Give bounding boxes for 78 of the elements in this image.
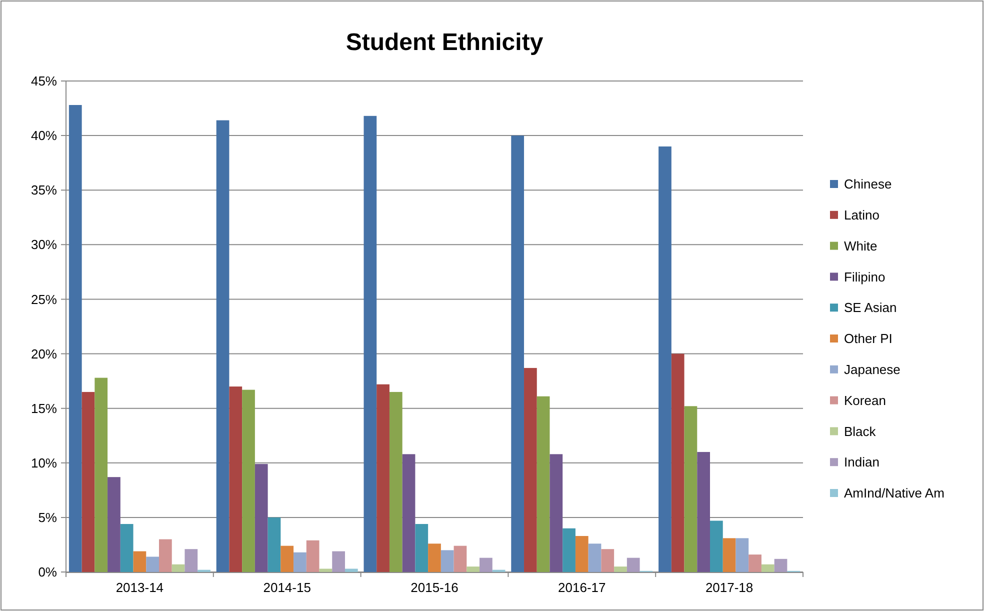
bar [614, 566, 627, 572]
bar [364, 116, 377, 572]
legend-label: Indian [844, 454, 880, 470]
bar [376, 384, 390, 572]
bar [697, 452, 710, 572]
bar [440, 550, 454, 572]
bar [158, 539, 172, 572]
bar [68, 105, 82, 572]
legend-label: Filipino [844, 269, 886, 284]
bar [575, 536, 588, 572]
y-tick-label: 30% [30, 237, 58, 252]
bar [306, 540, 320, 572]
bar [671, 354, 684, 572]
bar [229, 386, 242, 572]
bar [626, 558, 640, 572]
bar [761, 564, 774, 572]
bar [184, 549, 198, 572]
bar [216, 120, 230, 572]
bar [722, 538, 736, 572]
bar [389, 392, 402, 572]
bar [428, 544, 441, 572]
legend-label: Korean [844, 392, 886, 408]
legend-label: Chinese [844, 176, 892, 192]
y-tick-label: 35% [30, 182, 58, 198]
legend-label: AmInd/Native Am [844, 486, 944, 501]
bar [658, 146, 672, 572]
bar [82, 392, 95, 572]
x-tick-label: 2014-15 [263, 580, 311, 595]
x-tick-label: 2016-17 [558, 580, 606, 595]
chart-title: Student Ethnicity [346, 29, 544, 56]
y-tick-label: 5% [38, 510, 58, 525]
y-tick-label: 40% [30, 128, 58, 144]
bar [344, 568, 358, 572]
bar [524, 368, 537, 572]
bar [588, 544, 602, 572]
legend-label: Japanese [844, 362, 900, 377]
legend-label: Black [844, 424, 876, 439]
bar [254, 464, 268, 572]
bar [480, 558, 492, 572]
bar [511, 136, 524, 572]
bar [601, 549, 614, 572]
y-tick-label: 10% [30, 455, 58, 470]
legend-label: White [844, 238, 878, 254]
bar [748, 554, 762, 572]
bar [454, 546, 467, 572]
bar [280, 546, 294, 572]
bar [172, 564, 185, 572]
bar [710, 520, 723, 572]
bar [402, 454, 416, 572]
bar [466, 566, 480, 572]
x-tick-label: 2017-18 [705, 580, 754, 595]
x-tick-label: 2013-14 [116, 580, 164, 595]
bar [120, 524, 134, 572]
bar [146, 556, 159, 572]
bar [415, 524, 428, 572]
bar [550, 454, 563, 572]
bar [774, 558, 788, 572]
y-tick-label: 45% [30, 74, 58, 89]
legend-label: Latino [844, 207, 880, 222]
bar [133, 551, 146, 572]
bar [108, 477, 120, 572]
legend-label: SE Asian [844, 300, 897, 316]
bar [242, 390, 255, 572]
legend-label: Other PI [844, 331, 892, 346]
y-tick-label: 25% [30, 292, 58, 307]
bar [319, 568, 332, 572]
bar [332, 551, 345, 572]
bar [94, 378, 108, 572]
y-tick-label: 20% [30, 346, 58, 362]
bar [268, 517, 281, 572]
bar [562, 528, 576, 572]
bar [736, 538, 749, 572]
y-tick-label: 0% [38, 564, 58, 580]
bar [684, 406, 698, 572]
y-tick-label: 15% [30, 400, 58, 416]
bar [536, 396, 550, 572]
bar [294, 552, 306, 572]
x-tick-label: 2015-16 [410, 580, 458, 595]
